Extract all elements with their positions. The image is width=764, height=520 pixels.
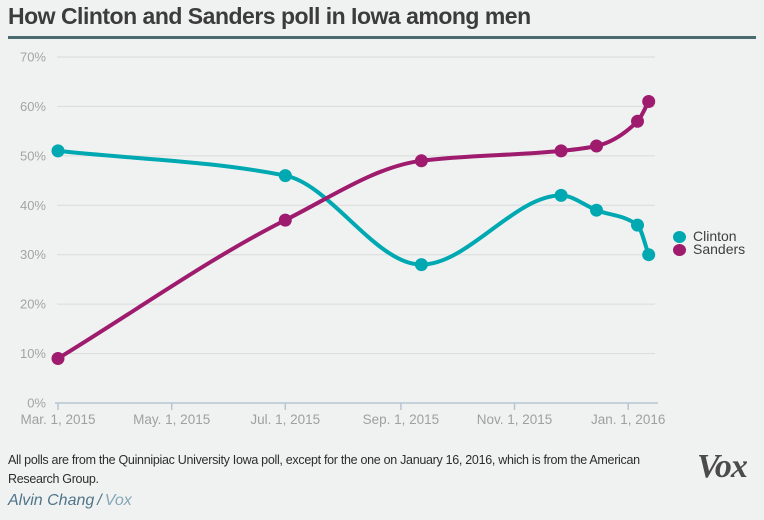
svg-text:30%: 30% [20, 247, 46, 262]
svg-text:70%: 70% [20, 50, 46, 65]
title-divider [8, 36, 756, 39]
svg-text:Jul. 1, 2015: Jul. 1, 2015 [250, 412, 320, 427]
x-axis-labels: Mar. 1, 2015 May. 1, 2015 Jul. 1, 2015 Sep.… [20, 412, 665, 427]
svg-text:Mar. 1, 2015: Mar. 1, 2015 [20, 412, 95, 427]
footnote: All polls are from the Quinnipiac Univer… [8, 453, 640, 486]
legend-item-clinton: Clinton [673, 228, 745, 244]
legend-label-clinton: Clinton [693, 228, 737, 244]
vox-logo: Vox [697, 448, 748, 485]
legend-label-sanders: Sanders [693, 241, 746, 257]
legend-item-sanders: Sanders [673, 241, 746, 257]
byline-author: Alvin Chang [8, 492, 95, 509]
svg-text:60%: 60% [20, 99, 46, 114]
byline-source-link[interactable]: Vox [104, 492, 132, 509]
y-gridlines [57, 56, 655, 355]
svg-text:Jan. 1, 2016: Jan. 1, 2016 [591, 412, 665, 427]
svg-text:50%: 50% [20, 148, 46, 163]
byline-separator: / [97, 492, 102, 509]
clinton-line [56, 148, 651, 267]
svg-text:Sep. 1, 2015: Sep. 1, 2015 [363, 412, 440, 427]
chart-title: How Clinton and Sanders poll in Iowa amo… [8, 3, 531, 29]
byline: Alvin Chang / Vox [8, 492, 132, 510]
poll-line-chart: 0% 10% 20% 30% 40% 50% 60% 70% Mar. 1, 2015 May. … [20, 50, 665, 428]
sanders-series-dot-icon [673, 243, 686, 256]
y-axis-labels: 0% 10% 20% 30% 40% 50% 60% 70% [20, 50, 46, 411]
svg-text:40%: 40% [20, 198, 46, 213]
clinton-series-dot-icon [673, 230, 686, 243]
sanders-points [51, 95, 656, 365]
svg-text:Nov. 1, 2015: Nov. 1, 2015 [477, 412, 553, 427]
svg-text:20%: 20% [20, 297, 46, 312]
svg-text:0%: 0% [27, 396, 46, 411]
chart-legend: Clinton Sanders [673, 228, 746, 257]
x-axis-ticks [57, 403, 629, 410]
svg-text:May. 1, 2015: May. 1, 2015 [133, 412, 210, 427]
svg-text:10%: 10% [20, 346, 46, 361]
clinton-points [51, 144, 656, 272]
sanders-line [56, 99, 651, 361]
